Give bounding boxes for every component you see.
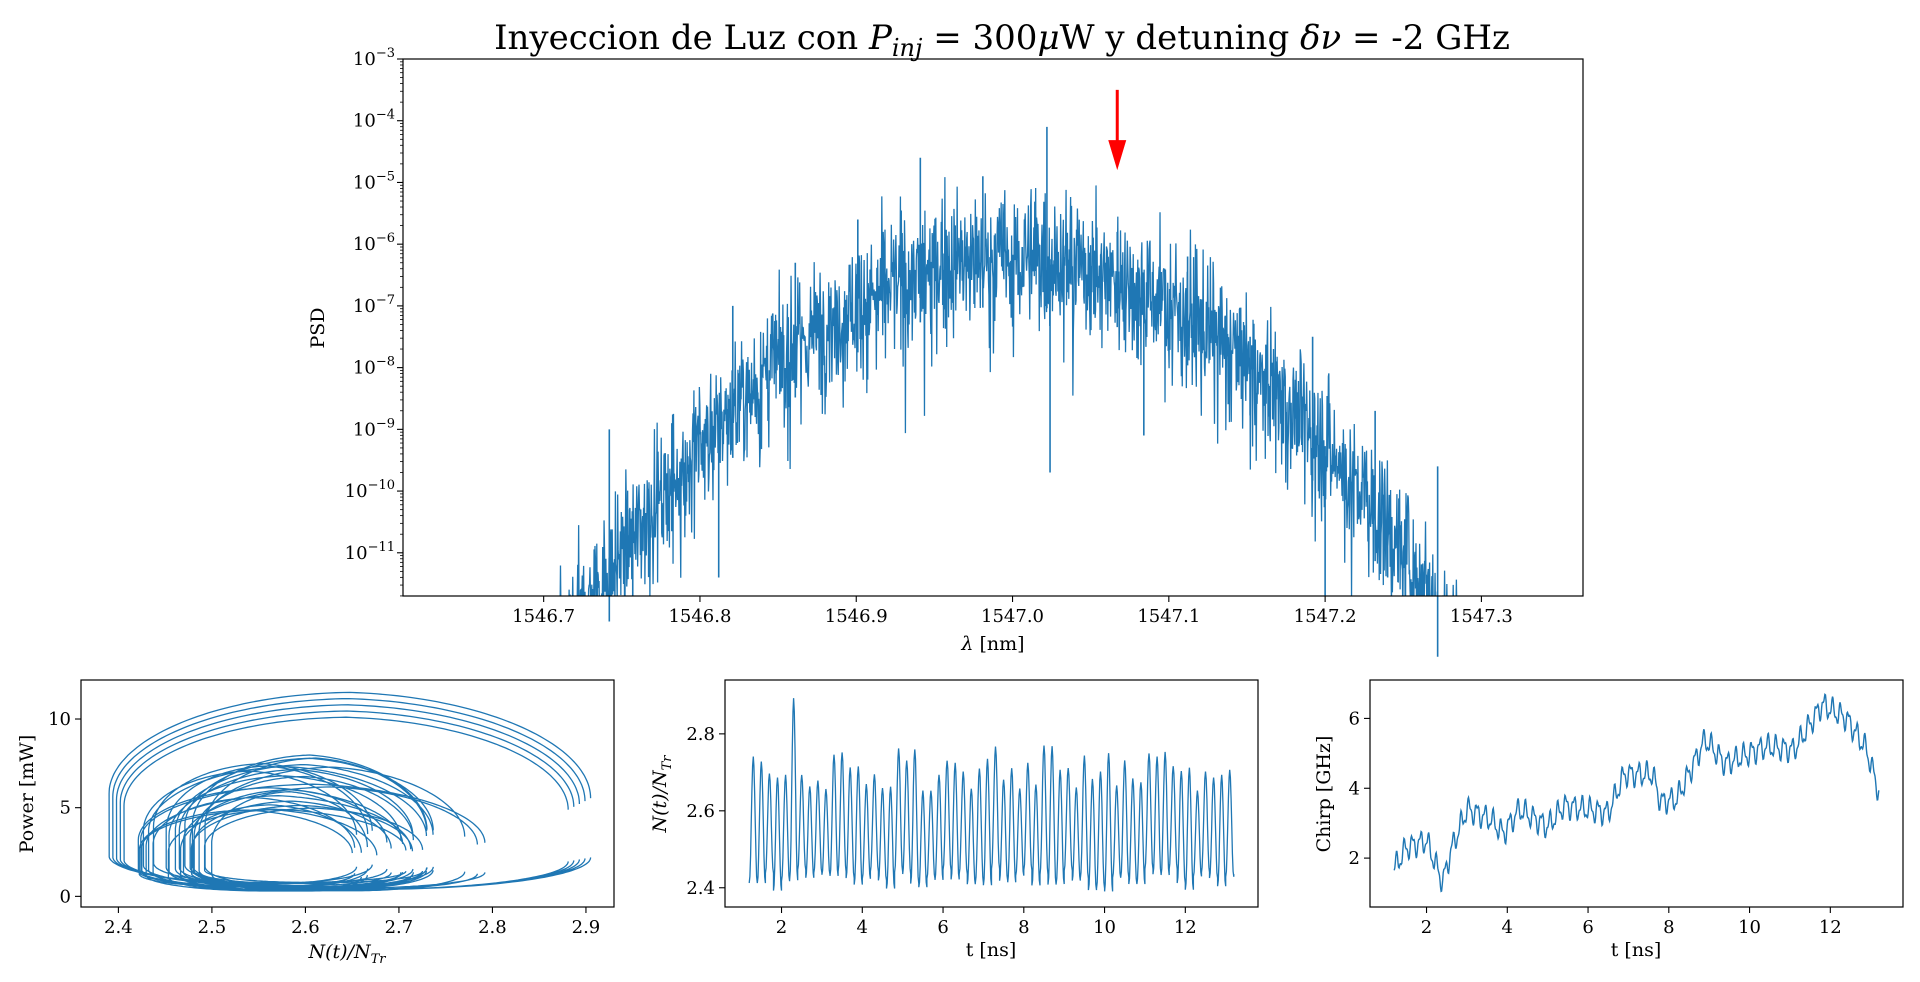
spectrum-plot: Inyeccion de Luz con Pinj = 300μW y detu… (307, 18, 1584, 657)
spectrum-x-tick-label: 1547.1 (1137, 606, 1200, 627)
spectrum-x-tick-label: 1547.2 (1294, 606, 1357, 627)
spectrum-title: Inyeccion de Luz con Pinj = 300μW y detu… (494, 18, 1510, 62)
carrier-density-line (748, 698, 1235, 892)
phase-portrait-x-tick-label: 2.9 (572, 917, 601, 938)
spectrum-x-tick-label: 1546.7 (512, 606, 575, 627)
carrier-density-y-tick-label: 2.6 (686, 801, 715, 822)
chirp-x-tick-label: 6 (1582, 917, 1593, 938)
spectrum-tick-layer: 1546.7 1546.8 1546.9 1547.0 1547.1 1547.2 1547… (345, 46, 1513, 627)
chirp-y-axis-label: Chirp [GHz] (1313, 736, 1335, 853)
chirp-x-axis-label: t [ns] (1611, 939, 1662, 961)
carrier-density-tick-layer: 2 4 6 8 10 12 2.4 2.6 2.8 (686, 724, 1196, 938)
carrier-density-x-tick-label: 8 (1018, 917, 1029, 938)
spectrum-y-axis-label: PSD (307, 307, 329, 348)
carrier-density-y-tick-label: 2.8 (686, 724, 715, 745)
phase-portrait-data-layer (108, 691, 592, 892)
phase-portrait-x-tick-label: 2.6 (291, 917, 320, 938)
carrier-density-y-tick-label: 2.4 (686, 878, 715, 899)
phase-portrait-x-tick-label: 2.8 (478, 917, 507, 938)
carrier-density-y-axis-label: N(t)/NTr (649, 755, 675, 834)
phase-portrait-x-tick-label: 2.7 (385, 917, 414, 938)
carrier-density-axes-frame (724, 679, 1259, 908)
spectrum-y-tick-label: 10−5 (353, 169, 395, 193)
spectrum-y-tick-label: 10−7 (353, 293, 395, 317)
spectrum-y-tick-label: 10−8 (353, 355, 395, 379)
chirp-x-tick-label: 2 (1421, 917, 1432, 938)
chirp-y-tick-label: 2 (1349, 848, 1360, 869)
spectrum-y-tick-label: 10−10 (345, 478, 395, 502)
phase-portrait-y-tick-label: 5 (60, 798, 71, 819)
chirp-line (1393, 692, 1880, 893)
spectrum-y-tick-label: 10−4 (353, 108, 395, 132)
chirp-tick-layer: 2 4 6 8 10 12 2 4 6 (1349, 708, 1842, 938)
phase-portrait-tick-layer: 2.4 2.5 2.6 2.7 2.8 2.9 0 5 10 (48, 709, 600, 938)
chirp-x-tick-label: 8 (1663, 917, 1674, 938)
injection-arrow-head (1108, 140, 1127, 171)
phase-portrait-x-tick-label: 2.4 (104, 917, 133, 938)
phase-portrait-y-tick-label: 0 (60, 886, 71, 907)
spectrum-y-tick-label: 10−11 (345, 540, 395, 564)
phase-portrait-y-axis-label: Power [mW] (16, 735, 38, 853)
phase-portrait-axes-frame (80, 679, 615, 908)
spectrum-x-tick-label: 1547.3 (1450, 606, 1513, 627)
chirp-x-tick-label: 10 (1738, 917, 1761, 938)
spectrum-y-tick-label: 10−3 (353, 46, 395, 70)
chirp-x-tick-label: 4 (1502, 917, 1513, 938)
chirp-data-layer (1393, 692, 1880, 893)
carrier-density-x-tick-label: 10 (1093, 917, 1116, 938)
spectrum-y-tick-label: 10−9 (353, 416, 395, 440)
carrier-density-data-layer (748, 698, 1235, 892)
chirp-plot: 2 4 6 8 10 12 2 4 6 t [ns] Chirp [GHz] (1313, 679, 1904, 961)
carrier-density-x-tick-label: 4 (857, 917, 868, 938)
chirp-axes-frame (1369, 679, 1904, 908)
chirp-y-tick-label: 6 (1349, 708, 1360, 729)
spectrum-data-layer (559, 89, 1458, 657)
carrier-density-x-tick-label: 2 (776, 917, 787, 938)
spectrum-axes-frame (402, 58, 1584, 597)
carrier-density-plot: 2 4 6 8 10 12 2.4 2.6 2.8 t [ns] N(t)/NTr (649, 679, 1259, 961)
spectrum-x-tick-label: 1546.8 (668, 606, 731, 627)
phase-portrait-plot: 2.4 2.5 2.6 2.7 2.8 2.9 0 5 10 N(t)/NTr Power [m… (16, 679, 615, 967)
phase-portrait-x-tick-label: 2.5 (198, 917, 227, 938)
carrier-density-x-tick-label: 12 (1174, 917, 1197, 938)
spectrum-y-tick-label: 10−6 (353, 231, 395, 255)
chirp-x-tick-label: 12 (1819, 917, 1842, 938)
carrier-density-x-tick-label: 6 (937, 917, 948, 938)
phase-portrait-x-axis-label: N(t)/NTr (307, 941, 386, 967)
spectrum-x-axis-label: λ [nm] (960, 633, 1024, 655)
phase-portrait-trajectory (108, 691, 592, 892)
psd-spectrum-line (559, 177, 1458, 596)
spectrum-x-tick-label: 1547.0 (981, 606, 1044, 627)
spectrum-x-tick-label: 1546.9 (825, 606, 888, 627)
chirp-y-tick-label: 4 (1349, 778, 1360, 799)
carrier-density-x-axis-label: t [ns] (966, 939, 1017, 961)
phase-portrait-y-tick-label: 10 (48, 709, 71, 730)
